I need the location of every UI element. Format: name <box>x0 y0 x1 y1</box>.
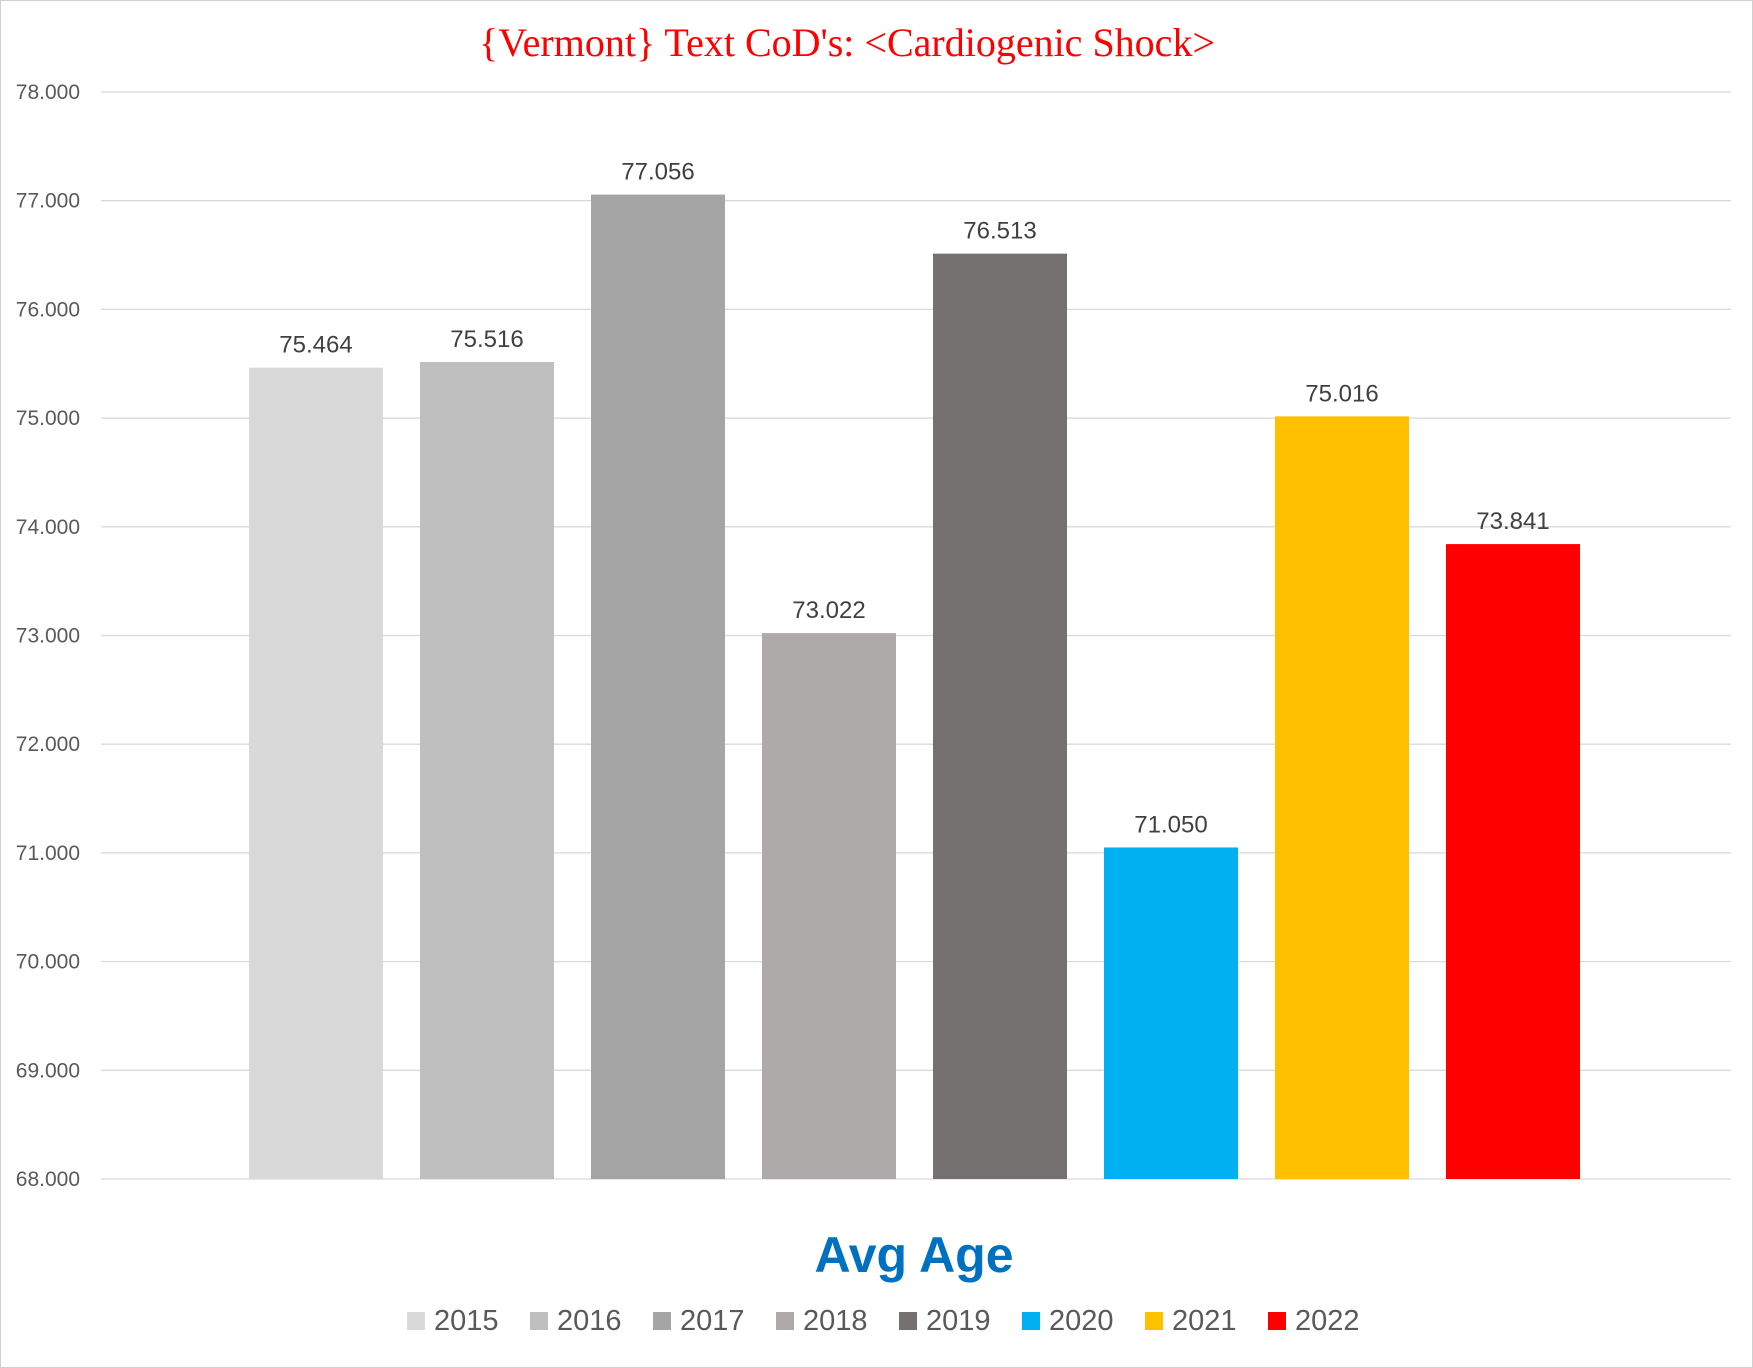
data-label-2015: 75.464 <box>279 332 352 359</box>
y-tick-label: 75.000 <box>16 407 80 430</box>
chart-title: {Vermont} Text CoD's: <Cardiogenic Shock… <box>479 20 1215 65</box>
data-label-2020: 71.050 <box>1134 811 1207 838</box>
y-tick-label: 68.000 <box>16 1168 80 1191</box>
legend-swatch-2022 <box>1268 1312 1286 1330</box>
y-tick-label: 76.000 <box>16 298 80 321</box>
legend-swatch-2015 <box>407 1312 425 1330</box>
y-tick-label: 72.000 <box>16 733 80 756</box>
legend-label-2015: 2015 <box>434 1305 499 1337</box>
bar-2017 <box>591 194 725 1179</box>
legend-swatch-2017 <box>653 1312 671 1330</box>
x-axis-title: Avg Age <box>814 1227 1013 1283</box>
data-labels: 75.464 75.516 77.056 73.022 76.513 71.050 75.0… <box>279 159 1549 839</box>
bar-2019 <box>933 253 1067 1179</box>
y-tick-label: 71.000 <box>16 842 80 865</box>
bar-2022 <box>1446 544 1580 1179</box>
data-label-2018: 73.022 <box>792 597 865 624</box>
legend-swatch-2018 <box>776 1312 794 1330</box>
bar-2021 <box>1275 416 1409 1179</box>
y-tick-label: 77.000 <box>16 190 80 213</box>
bar-2016 <box>420 362 554 1179</box>
legend-swatch-2021 <box>1145 1312 1163 1330</box>
data-label-2022: 73.841 <box>1476 508 1549 535</box>
legend: 2015 2016 2017 2018 2019 2020 2021 2022 <box>407 1305 1360 1337</box>
legend-swatch-2020 <box>1022 1312 1040 1330</box>
legend-label-2020: 2020 <box>1049 1305 1114 1337</box>
legend-label-2017: 2017 <box>680 1305 745 1337</box>
data-label-2021: 75.016 <box>1305 380 1378 407</box>
legend-label-2022: 2022 <box>1295 1305 1360 1337</box>
legend-label-2016: 2016 <box>557 1305 622 1337</box>
legend-label-2018: 2018 <box>803 1305 868 1337</box>
y-tick-label: 69.000 <box>16 1059 80 1082</box>
legend-label-2019: 2019 <box>926 1305 991 1337</box>
legend-swatch-2019 <box>899 1312 917 1330</box>
bars <box>249 194 1580 1179</box>
y-axis-tick-labels: 68.000 69.000 70.000 71.000 72.000 73.000 74.0… <box>16 81 80 1191</box>
bar-2018 <box>762 633 896 1179</box>
data-label-2016: 75.516 <box>450 326 523 353</box>
bar-2015 <box>249 367 383 1179</box>
legend-label-2021: 2021 <box>1172 1305 1237 1337</box>
bar-2020 <box>1104 847 1238 1179</box>
y-tick-label: 73.000 <box>16 625 80 648</box>
y-tick-label: 74.000 <box>16 516 80 539</box>
y-tick-label: 78.000 <box>16 81 80 104</box>
y-tick-label: 70.000 <box>16 951 80 974</box>
data-label-2017: 77.056 <box>621 159 694 186</box>
data-label-2019: 76.513 <box>963 218 1036 245</box>
legend-swatch-2016 <box>530 1312 548 1330</box>
